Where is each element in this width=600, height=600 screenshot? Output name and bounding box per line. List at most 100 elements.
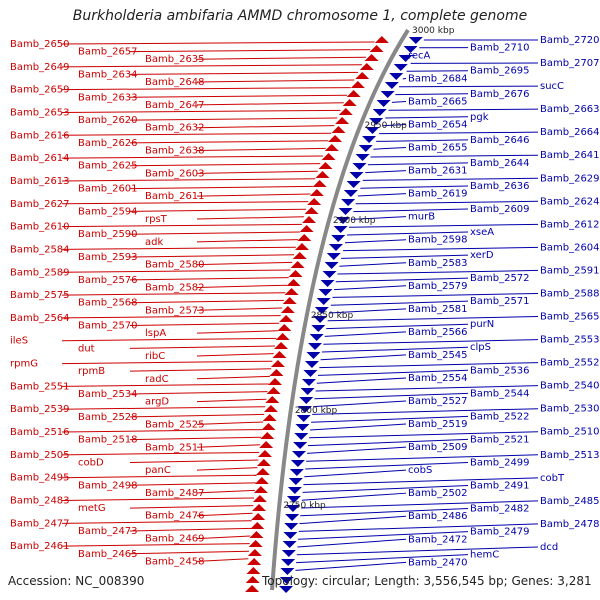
reverse-gene-label: Bamb_2591	[540, 265, 600, 276]
reverse-gene-label: Bamb_2664	[540, 127, 600, 138]
forward-gene-label: Bamb_2647	[145, 100, 205, 111]
reverse-gene-label: Bamb_2510	[540, 427, 600, 438]
reverse-leader-line	[318, 369, 469, 376]
reverse-gene-arrow	[358, 145, 373, 152]
reverse-leader-line	[319, 362, 539, 369]
forward-gene-label: Bamb_2576	[78, 275, 138, 286]
forward-leader-line	[61, 360, 273, 365]
forward-gene-arrow	[342, 99, 357, 106]
reverse-leader-line	[308, 438, 469, 447]
forward-gene-arrow	[309, 189, 324, 196]
forward-gene-arrow	[324, 144, 339, 151]
reverse-gene-label: Bamb_2565	[540, 312, 600, 323]
forward-leader-line	[196, 239, 298, 243]
accession-label: Accession: NC_008390	[8, 574, 145, 588]
reverse-gene-arrow	[290, 460, 305, 467]
reverse-gene-arrow	[281, 559, 296, 566]
forward-gene-label: rpsT	[145, 214, 168, 225]
reverse-gene-label: Bamb_2707	[540, 58, 600, 69]
forward-gene-label: Bamb_2650	[10, 39, 70, 50]
forward-gene-label: Bamb_2573	[145, 305, 205, 316]
reverse-gene-label: Bamb_2663	[540, 104, 600, 115]
forward-leader-line	[196, 512, 253, 517]
reverse-leader-line	[311, 415, 469, 423]
reverse-gene-label: Bamb_2499	[470, 457, 530, 468]
forward-leader-line	[196, 353, 274, 357]
reverse-gene-arrow	[349, 172, 364, 179]
reverse-leader-line	[402, 77, 407, 80]
forward-gene-label: Bamb_2516	[10, 427, 70, 438]
reverse-leader-line	[300, 508, 469, 517]
forward-leader-line	[61, 201, 309, 205]
reverse-gene-label: Bamb_2485	[540, 496, 600, 507]
forward-gene-arrow	[252, 495, 267, 502]
forward-gene-label: Bamb_2461	[10, 541, 70, 552]
reverse-leader-line	[300, 500, 539, 509]
reverse-gene-label: Bamb_2572	[470, 273, 530, 284]
reverse-gene-label: Bamb_2486	[408, 511, 468, 522]
forward-gene-label: Bamb_2594	[78, 206, 138, 217]
forward-gene-label: Bamb_2568	[78, 298, 138, 309]
forward-leader-line	[196, 284, 288, 288]
reverse-gene-arrow	[299, 397, 314, 404]
reverse-gene-arrow	[286, 496, 301, 503]
forward-gene-label: Bamb_2476	[145, 511, 205, 522]
reverse-gene-arrow	[286, 505, 301, 512]
forward-gene-arrow	[374, 36, 389, 43]
reverse-leader-line	[398, 85, 539, 88]
forward-gene-label: Bamb_2625	[78, 161, 138, 172]
forward-leader-line	[61, 497, 255, 502]
reverse-gene-arrow	[355, 154, 370, 161]
forward-gene-arrow	[269, 369, 284, 376]
forward-leader-line	[61, 451, 260, 456]
forward-gene-arrow	[312, 180, 327, 187]
reverse-gene-arrow	[343, 190, 358, 197]
reverse-gene-label: Bamb_2720	[540, 35, 600, 46]
forward-leader-line	[129, 550, 250, 555]
forward-leader-line	[196, 421, 264, 425]
reverse-gene-arrow	[288, 478, 303, 485]
forward-gene-label: Bamb_2477	[10, 518, 70, 529]
forward-leader-line	[129, 322, 280, 327]
reverse-gene-arrow	[282, 541, 297, 548]
forward-gene-label: Bamb_2589	[10, 267, 70, 278]
forward-gene-arrow	[268, 378, 283, 385]
reverse-gene-label: Bamb_2644	[470, 158, 530, 169]
forward-leader-line	[129, 527, 252, 532]
forward-gene-arrow	[246, 567, 261, 574]
forward-gene-label: lspA	[145, 328, 166, 339]
reverse-gene-label: Bamb_2710	[470, 43, 530, 54]
reverse-leader-line	[360, 185, 469, 189]
reverse-leader-line	[388, 108, 539, 111]
reverse-gene-label: Bamb_2619	[408, 189, 468, 200]
forward-gene-label: Bamb_2634	[78, 69, 138, 80]
forward-leader-line	[129, 94, 348, 98]
reverse-gene-label: Bamb_2631	[408, 166, 468, 177]
forward-gene-arrow	[245, 585, 260, 592]
reverse-leader-line	[321, 346, 469, 353]
reverse-gene-arrow	[346, 181, 361, 188]
forward-leader-line	[61, 292, 286, 296]
reverse-gene-arrow	[303, 370, 318, 377]
reverse-gene-label: Bamb_2598	[408, 235, 468, 246]
reverse-leader-line	[296, 546, 539, 556]
reverse-gene-arrow	[352, 163, 367, 170]
reverse-gene-arrow	[331, 235, 346, 242]
forward-gene-label: Bamb_2582	[145, 282, 205, 293]
reverse-gene-arrow	[318, 289, 333, 296]
forward-gene-arrow	[250, 522, 265, 529]
reverse-gene-label: Bamb_2695	[470, 66, 530, 77]
reverse-gene-arrow	[285, 514, 300, 521]
reverse-gene-arrow	[372, 109, 387, 116]
reverse-gene-label: Bamb_2530	[540, 404, 600, 415]
forward-gene-arrow	[259, 441, 274, 448]
forward-gene-label: Bamb_2473	[78, 526, 138, 537]
reverse-gene-arrow	[313, 316, 328, 323]
forward-gene-label: Bamb_2539	[10, 404, 70, 415]
forward-gene-label: Bamb_2648	[145, 77, 205, 88]
forward-gene-arrow	[286, 279, 301, 286]
forward-leader-line	[129, 254, 295, 258]
forward-gene-arrow	[304, 207, 319, 214]
reverse-gene-arrow	[333, 226, 348, 233]
